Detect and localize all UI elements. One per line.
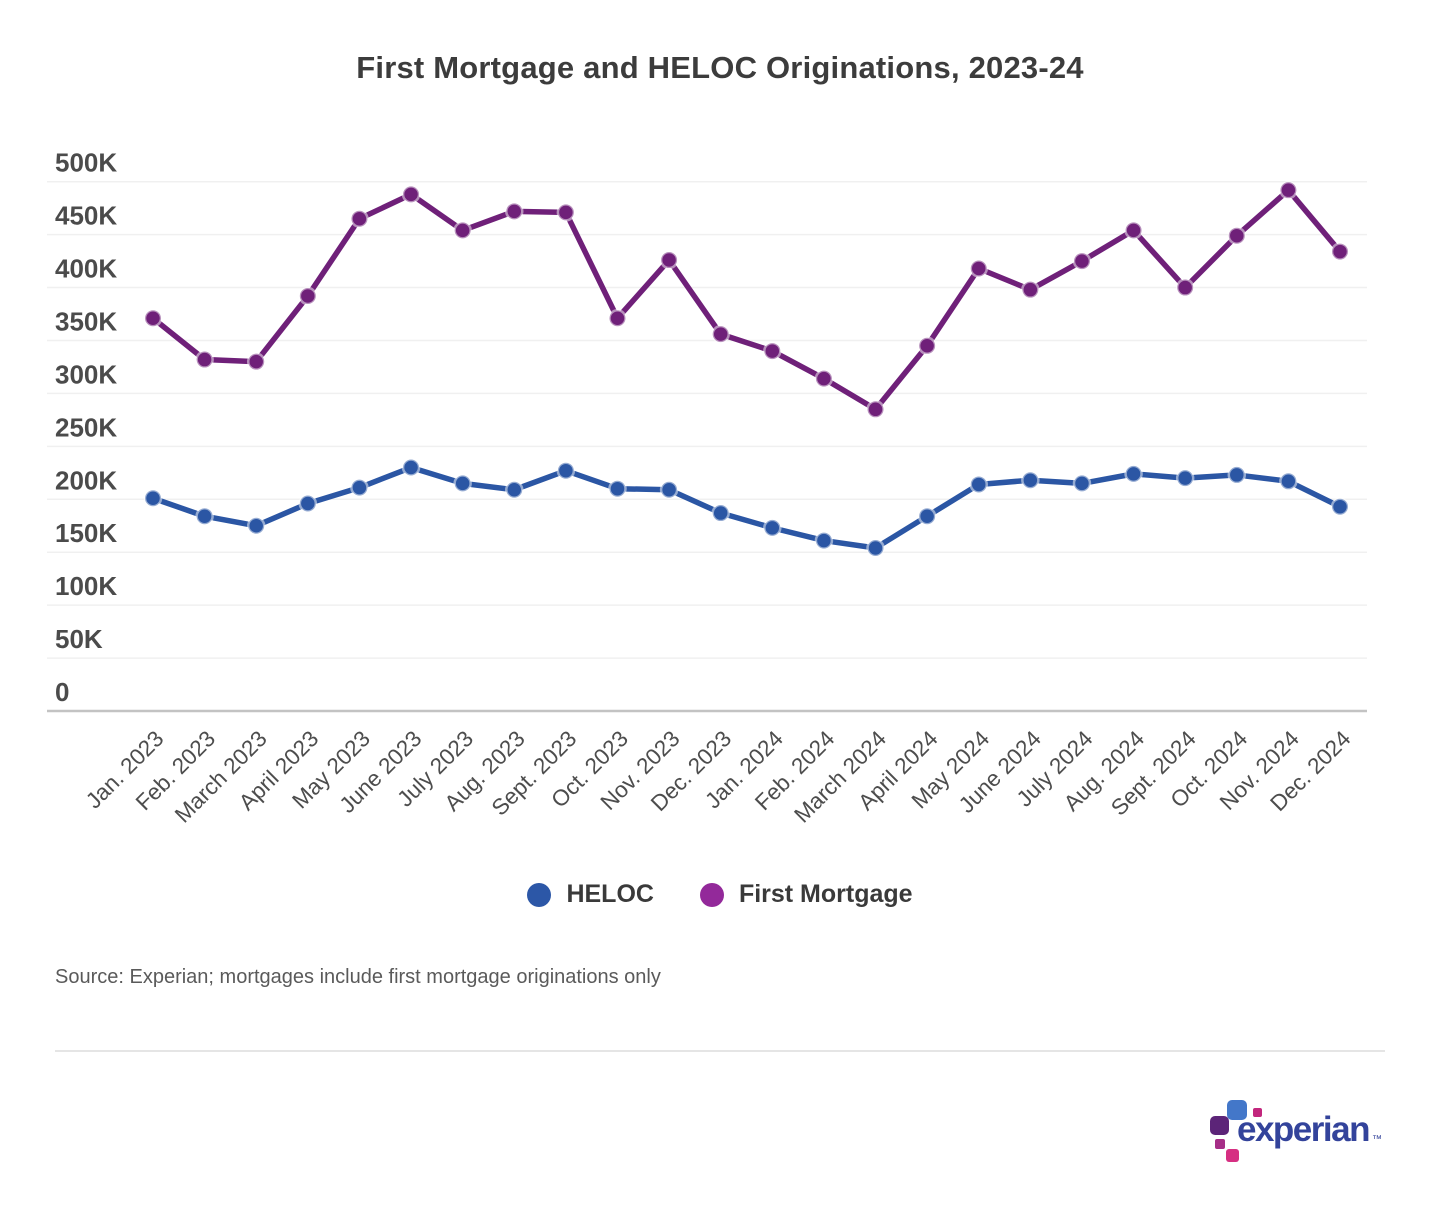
y-axis-label: 200K xyxy=(55,465,117,495)
data-point-heloc xyxy=(1279,472,1298,491)
data-point-heloc xyxy=(143,488,163,508)
data-point-heloc xyxy=(453,474,472,493)
first-mortgage-legend-dot-icon xyxy=(699,882,724,907)
data-point-first-mortgage xyxy=(969,259,988,278)
data-point-heloc xyxy=(1227,465,1247,485)
data-point-first-mortgage xyxy=(143,309,163,328)
data-point-first-mortgage xyxy=(298,286,318,306)
series-line-heloc xyxy=(150,464,1343,551)
chart-legend: HELOC First Mortgage xyxy=(0,880,1440,909)
footer-divider xyxy=(55,1050,1385,1052)
y-axis-label: 0 xyxy=(55,677,69,707)
first-mortgage-legend-label: First Mortgage xyxy=(738,880,913,908)
data-point-heloc xyxy=(763,518,782,538)
y-axis-label: 50K xyxy=(55,624,103,654)
data-point-heloc xyxy=(814,531,834,550)
chart-title: First Mortgage and HELOC Originations, 2… xyxy=(356,50,1084,85)
data-point-heloc xyxy=(969,475,988,494)
logo-darkpurple-square-icon xyxy=(1210,1116,1229,1135)
data-point-heloc xyxy=(195,506,214,526)
data-point-first-mortgage xyxy=(246,352,266,371)
data-point-heloc xyxy=(1330,497,1350,516)
legend-item-heloc: HELOC xyxy=(527,880,654,909)
source-note: Source: Experian; mortgages include firs… xyxy=(55,966,661,988)
data-point-first-mortgage xyxy=(1227,226,1247,245)
data-point-heloc xyxy=(866,538,885,558)
y-axis-label: 400K xyxy=(55,254,117,284)
y-axis-label: 500K xyxy=(55,148,117,178)
data-point-heloc xyxy=(1072,474,1092,493)
data-point-first-mortgage xyxy=(1124,221,1143,240)
data-point-heloc xyxy=(401,458,421,477)
data-point-first-mortgage xyxy=(1175,278,1195,297)
data-point-first-mortgage xyxy=(350,209,369,229)
data-point-heloc xyxy=(917,506,937,526)
experian-wordmark: experian xyxy=(1237,1110,1370,1149)
line-chart: 500K 450K 400K 350K 300K 250K 200K 150K 100K 50K 0… xyxy=(47,148,1367,828)
data-point-heloc xyxy=(659,480,679,500)
experian-logo: experian ™ xyxy=(1200,1086,1410,1176)
data-point-heloc xyxy=(350,478,369,497)
data-point-first-mortgage xyxy=(1021,280,1040,299)
data-point-heloc xyxy=(608,479,627,498)
data-point-first-mortgage xyxy=(711,324,730,344)
series-line-first-mortgage xyxy=(150,187,1343,413)
y-axis-label: 450K xyxy=(55,201,117,231)
legend-item-first-mortgage: First Mortgage xyxy=(699,880,913,909)
heloc-legend-label: HELOC xyxy=(566,880,654,908)
data-point-first-mortgage xyxy=(1072,251,1092,271)
data-point-heloc xyxy=(505,480,524,500)
data-point-first-mortgage xyxy=(1330,242,1350,261)
y-axis-label: 250K xyxy=(55,412,117,442)
data-point-first-mortgage xyxy=(659,250,679,270)
data-point-heloc xyxy=(1021,470,1040,490)
data-point-first-mortgage xyxy=(401,185,421,204)
data-point-first-mortgage xyxy=(1279,180,1298,200)
data-point-heloc xyxy=(1124,464,1143,484)
data-point-heloc xyxy=(711,503,730,523)
data-point-heloc xyxy=(246,516,266,535)
logo-blue-square-icon xyxy=(1227,1100,1247,1120)
data-point-first-mortgage xyxy=(608,309,627,328)
data-point-first-mortgage xyxy=(814,369,834,388)
data-point-first-mortgage xyxy=(453,221,472,240)
data-point-first-mortgage xyxy=(763,341,782,361)
data-point-first-mortgage xyxy=(505,202,524,221)
y-axis-label: 300K xyxy=(55,359,117,389)
data-point-first-mortgage xyxy=(195,350,214,369)
data-point-first-mortgage xyxy=(556,203,576,222)
y-axis-label: 350K xyxy=(55,306,117,336)
data-point-heloc xyxy=(1175,468,1195,488)
logo-pink-square-icon xyxy=(1226,1149,1239,1162)
data-point-first-mortgage xyxy=(866,400,885,419)
data-point-heloc xyxy=(298,494,318,513)
logo-crimson-square-icon xyxy=(1253,1108,1262,1117)
heloc-legend-dot-icon xyxy=(527,882,552,907)
y-axis-label: 100K xyxy=(55,571,117,601)
data-point-first-mortgage xyxy=(917,336,937,356)
data-point-heloc xyxy=(556,461,576,480)
logo-magenta-square-icon xyxy=(1215,1139,1225,1149)
y-axis-label: 150K xyxy=(55,518,117,548)
trademark-symbol: ™ xyxy=(1372,1134,1382,1145)
